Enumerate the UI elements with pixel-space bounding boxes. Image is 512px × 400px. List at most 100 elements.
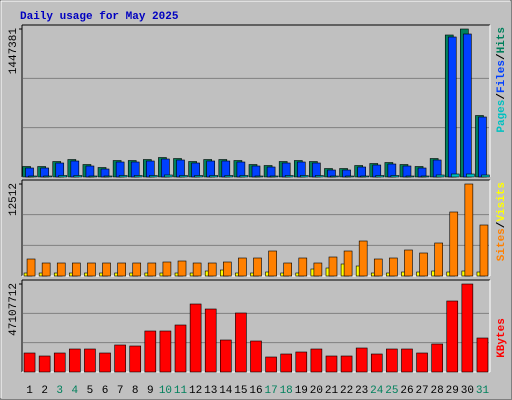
bar <box>435 174 445 178</box>
legend-entry: KBytes <box>496 318 508 358</box>
x-tick-label: 15 <box>234 385 247 397</box>
y-tick-label: 47107712 <box>8 283 20 336</box>
bar <box>313 262 323 277</box>
bar <box>73 175 83 178</box>
bar <box>87 262 96 277</box>
bar <box>419 252 428 277</box>
bar <box>251 165 261 178</box>
bar <box>466 173 475 178</box>
x-tick-label: 4 <box>72 385 79 397</box>
legend-entry: Files <box>496 60 508 93</box>
x-tick-label: 9 <box>147 385 154 397</box>
legend-entry: Hits <box>496 27 508 53</box>
legend-entry: Pages <box>496 100 508 133</box>
bar <box>432 159 442 178</box>
bar <box>70 160 80 178</box>
bar <box>221 160 231 178</box>
x-tick-label: 7 <box>117 385 124 397</box>
bar <box>340 355 353 373</box>
bar <box>386 348 398 373</box>
x-tick-label: 17 <box>264 385 277 397</box>
bar <box>146 160 155 178</box>
legend-entry: Visits <box>496 182 508 222</box>
legend: KBytes <box>496 318 508 358</box>
bar <box>370 353 383 373</box>
bar <box>431 343 443 373</box>
bar <box>281 162 291 178</box>
bar <box>479 224 489 277</box>
bar <box>69 348 81 373</box>
bar <box>389 257 398 277</box>
bar <box>416 352 428 373</box>
bar <box>450 173 460 178</box>
legend: Pages/Files/Hits <box>496 27 508 133</box>
bar <box>207 262 217 277</box>
bar <box>402 165 412 178</box>
bar <box>114 344 126 373</box>
bar <box>176 159 185 178</box>
bar <box>254 175 264 178</box>
bar <box>40 167 49 178</box>
bar <box>25 167 34 178</box>
bar <box>310 348 323 373</box>
bar <box>209 175 219 178</box>
bar <box>463 33 472 178</box>
bar <box>28 175 37 178</box>
x-tick-label: 18 <box>280 385 293 397</box>
x-tick-label: 16 <box>249 385 262 397</box>
bar <box>401 348 413 373</box>
x-tick-label: 25 <box>385 385 398 397</box>
bar <box>189 303 202 373</box>
legend-separator: / <box>496 221 508 228</box>
bar <box>239 175 249 178</box>
x-tick-label: 30 <box>461 385 474 397</box>
bar <box>130 161 140 178</box>
bar <box>355 347 368 373</box>
x-tick-label: 3 <box>56 385 63 397</box>
bar <box>298 257 308 277</box>
bar <box>85 165 95 178</box>
x-tick-label: 6 <box>102 385 109 397</box>
x-tick-label: 12 <box>189 385 202 397</box>
bar <box>129 345 142 373</box>
bar <box>478 116 487 178</box>
bar <box>390 175 400 178</box>
bar <box>325 355 338 373</box>
bar <box>224 175 234 178</box>
bar <box>476 337 489 373</box>
bar <box>88 175 98 178</box>
bar <box>373 258 383 277</box>
bar <box>206 160 216 178</box>
x-tick-label: 27 <box>415 385 428 397</box>
bar <box>174 324 187 373</box>
bar <box>223 261 232 277</box>
bar <box>315 175 324 178</box>
bar <box>265 356 277 373</box>
bar <box>405 175 415 178</box>
x-tick-label: 26 <box>400 385 413 397</box>
bar <box>434 242 443 277</box>
bar <box>404 249 413 277</box>
x-tick-label: 13 <box>204 385 217 397</box>
bar <box>481 174 490 178</box>
bar <box>55 162 65 178</box>
bar <box>283 262 292 277</box>
bar <box>147 262 157 277</box>
bar <box>118 175 128 178</box>
x-tick-label: 22 <box>340 385 353 397</box>
bar <box>250 340 262 373</box>
bar <box>299 175 309 178</box>
bar <box>375 175 385 178</box>
bar <box>266 166 276 178</box>
bar <box>38 355 51 373</box>
bar <box>72 262 81 277</box>
bar <box>387 163 397 178</box>
bar <box>144 330 157 373</box>
bar <box>345 175 354 178</box>
x-tick-label: 29 <box>446 385 459 397</box>
bar <box>235 312 247 373</box>
bar <box>447 36 457 178</box>
bar <box>330 175 339 178</box>
bar <box>191 162 200 178</box>
